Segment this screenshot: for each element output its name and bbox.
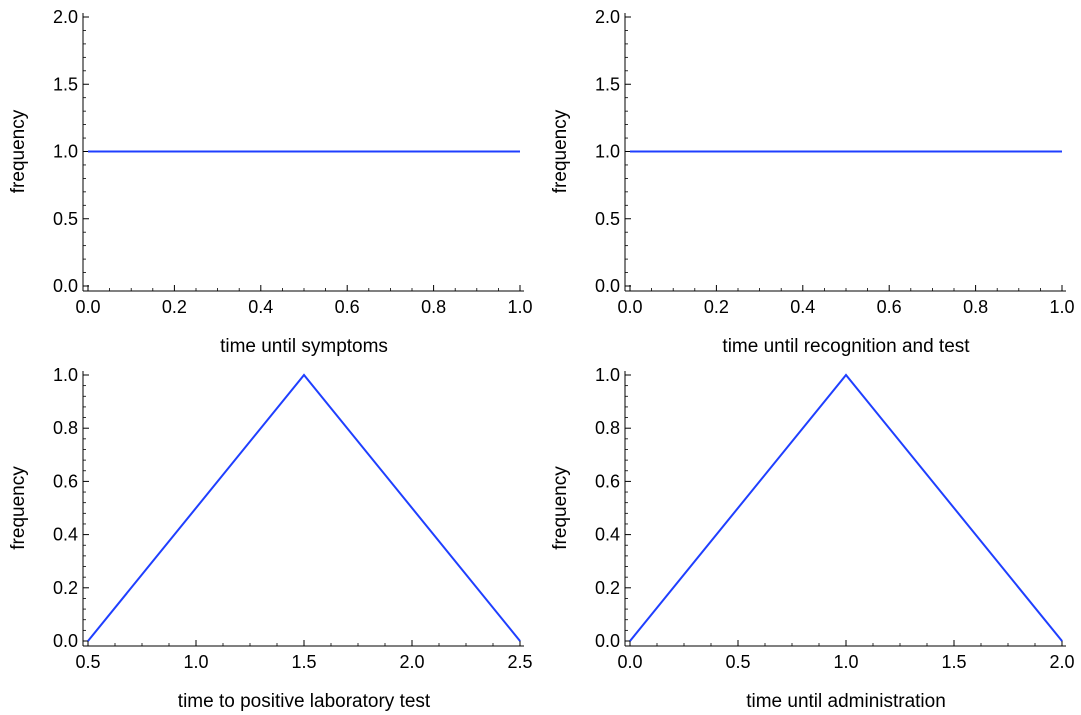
x-axis-title: time until administration: [746, 691, 946, 712]
x-tick-label: 0.8: [963, 297, 988, 317]
x-tick-label: 2.5: [507, 652, 532, 672]
y-tick-label: 1.0: [53, 142, 78, 162]
x-tick-label: 0.8: [421, 297, 446, 317]
y-tick-label: 0.2: [53, 578, 78, 598]
x-tick-label: 0.4: [248, 297, 273, 317]
x-axis-title: time until recognition and test: [722, 336, 970, 357]
y-tick-label: 0.8: [595, 418, 620, 438]
x-tick-label: 0.2: [704, 297, 729, 317]
y-tick-label: 1.5: [53, 74, 78, 94]
y-tick-label: 0.6: [595, 471, 620, 491]
x-tick-label: 0.0: [75, 297, 100, 317]
x-tick-label: 0.6: [335, 297, 360, 317]
y-axis-title: frequency: [8, 466, 29, 550]
y-tick-label: 1.0: [595, 142, 620, 162]
x-tick-label: 1.0: [833, 652, 858, 672]
x-tick-label: 0.0: [617, 652, 642, 672]
y-tick-label: 0.6: [53, 471, 78, 491]
x-tick-label: 0.4: [790, 297, 815, 317]
y-tick-label: 2.0: [53, 7, 78, 27]
y-tick-label: 0.0: [53, 631, 78, 651]
x-tick-label: 0.2: [162, 297, 187, 317]
x-tick-label: 0.6: [877, 297, 902, 317]
y-tick-label: 0.4: [595, 525, 620, 545]
chart-panel-4: 0.0 0.5 1.0 1.5 2.0 0.0 0.2 0.4 0.6 0.8 1.0 time un…: [550, 365, 1075, 712]
x-tick-label: 0.5: [75, 652, 100, 672]
y-tick-label: 0.4: [53, 525, 78, 545]
x-tick-label: 1.0: [183, 652, 208, 672]
series-line: [87, 373, 521, 642]
x-axis-title: time to positive laboratory test: [178, 691, 431, 712]
chart-panel-1: 0.0 0.2 0.4 0.6 0.8 1.0 0.0 0.5 1.0 1.5 2.0 time un…: [8, 7, 533, 357]
y-axis-title: frequency: [8, 109, 29, 193]
y-tick-label: 0.8: [53, 418, 78, 438]
y-tick-label: 1.5: [595, 74, 620, 94]
chart-panel-3: 0.5 1.0 1.5 2.0 2.5 0.0 0.2 0.4 0.6 0.8 1.0 time to…: [8, 365, 533, 712]
y-tick-label: 0.0: [595, 631, 620, 651]
x-tick-label: 1.5: [291, 652, 316, 672]
x-tick-label: 2.0: [399, 652, 424, 672]
y-axis-title: frequency: [550, 466, 571, 550]
y-tick-label: 0.5: [53, 209, 78, 229]
y-tick-label: 0.0: [595, 276, 620, 296]
y-tick-label: 1.0: [53, 365, 78, 385]
x-tick-label: 0.5: [725, 652, 750, 672]
y-tick-label: 0.2: [595, 578, 620, 598]
y-tick-label: 0.5: [595, 209, 620, 229]
x-tick-label: 1.5: [941, 652, 966, 672]
y-tick-label: 2.0: [595, 7, 620, 27]
x-tick-label: 1.0: [507, 297, 532, 317]
y-tick-label: 0.0: [53, 276, 78, 296]
x-axis-title: time until symptoms: [220, 336, 388, 357]
x-tick-label: 1.0: [1049, 297, 1074, 317]
y-tick-label: 1.0: [595, 365, 620, 385]
series-line: [629, 373, 1063, 642]
chart-panel-2: 0.0 0.2 0.4 0.6 0.8 1.0 0.0 0.5 1.0 1.5 2.0 time un…: [550, 7, 1075, 357]
y-axis-title: frequency: [550, 109, 571, 193]
x-tick-label: 2.0: [1049, 652, 1074, 672]
x-tick-label: 0.0: [617, 297, 642, 317]
